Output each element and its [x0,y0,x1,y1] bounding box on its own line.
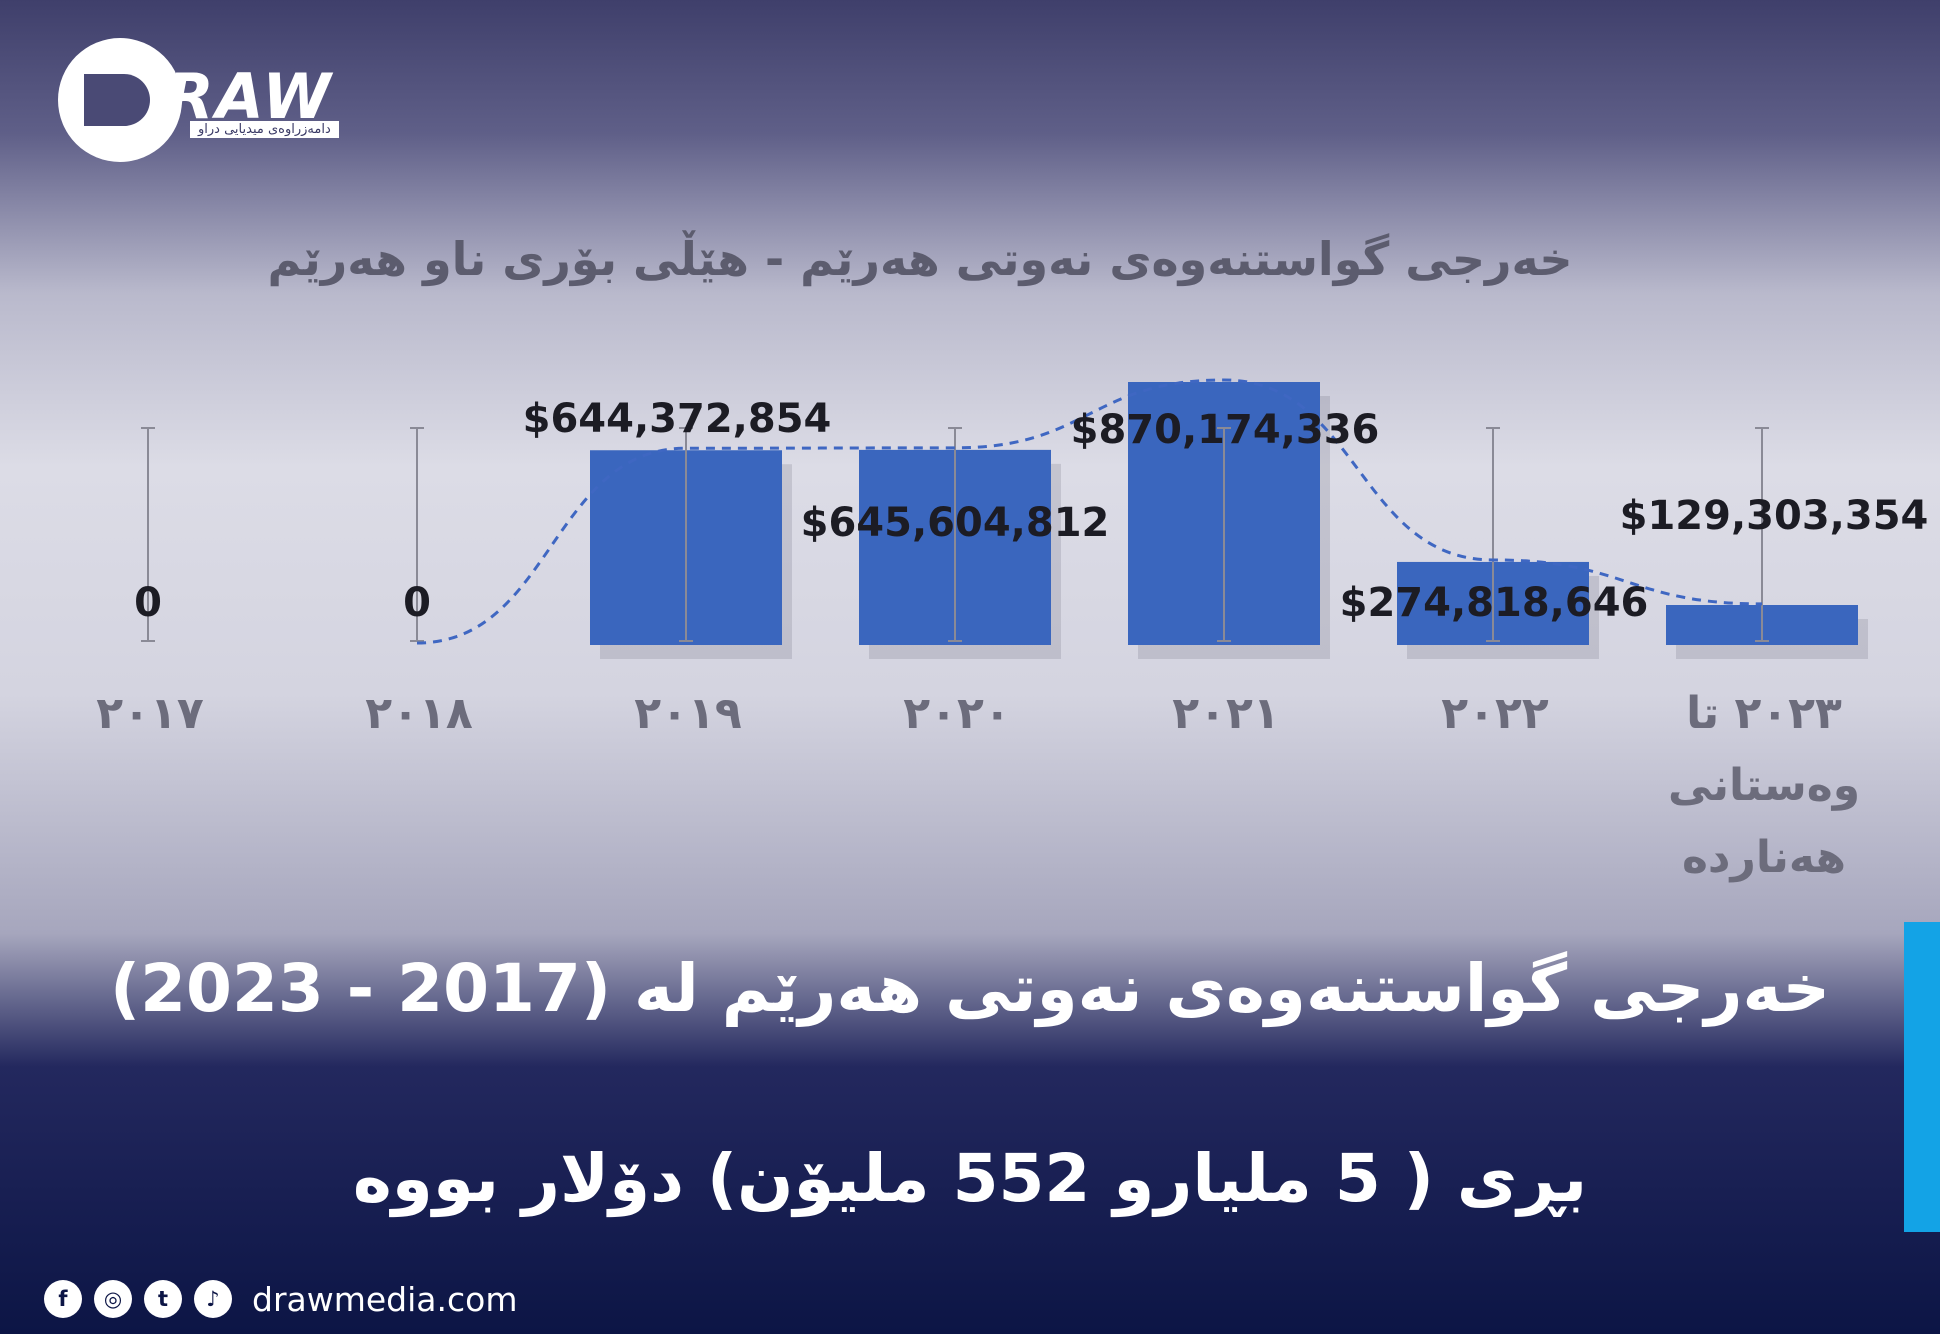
facebook-icon[interactable]: f [44,1280,82,1318]
data-label: $644,372,854 [523,396,832,442]
headline-line-2: بڕی ( 5 مليارو 552 مليۆن) دۆلار بووه [352,1140,1588,1217]
x-tick-label: وەستانی [1668,760,1860,811]
x-tick-label: ٢٠٢٣ تا [1686,688,1842,739]
x-tick-labels: ٢٠١٧ ٢٠١٨ ٢٠١٩ ٢٠٢٠ ٢٠٢١ ٢٠٢٢ ٢٠٢٣ تا وەستانی هە… [96,688,1860,883]
error-bars [141,427,1769,642]
x-tick-label: ٢٠١٩ [634,688,741,739]
website-link[interactable]: drawmedia.com [252,1279,518,1319]
logo-d-mark [58,38,182,162]
logo-tagline: دامەزراوەی میدیایی دراو [190,121,339,138]
x-tick-label: ٢٠٢٠ [903,688,1010,739]
footer: f ◎ t ♪ drawmedia.com [44,1278,517,1320]
x-tick-label: ٢٠١٧ [96,688,204,739]
data-label: $645,604,812 [801,500,1110,546]
data-label: 0 [134,580,162,626]
x-tick-label: هەناردە [1682,832,1846,883]
accent-bar [1904,922,1940,1232]
tiktok-icon[interactable]: ♪ [194,1280,232,1318]
headline-line-1: خەرجی گواستنەوەی نەوتی هەرێم لە (2017 - … [109,950,1831,1027]
twitter-icon[interactable]: t [144,1280,182,1318]
data-label: $274,818,646 [1340,580,1649,626]
data-labels: 0 0 $644,372,854 $645,604,812 $870,174,336 $2… [134,396,1928,626]
x-tick-label: ٢٠٢٢ [1441,688,1549,739]
chart-title: خەرجی گواستنەوەی نەوتی هەرێم - هێڵی بۆری… [267,232,1573,286]
data-label: $870,174,336 [1071,407,1380,453]
logo-text: RAW [166,60,333,133]
data-label: 0 [403,580,431,626]
x-tick-label: ٢٠١٨ [365,688,473,739]
draw-logo: RAW دامەزراوەی میدیایی دراو [58,38,398,168]
x-tick-label: ٢٠٢١ [1172,688,1279,739]
instagram-icon[interactable]: ◎ [94,1280,132,1318]
data-label: $129,303,354 [1620,493,1929,539]
